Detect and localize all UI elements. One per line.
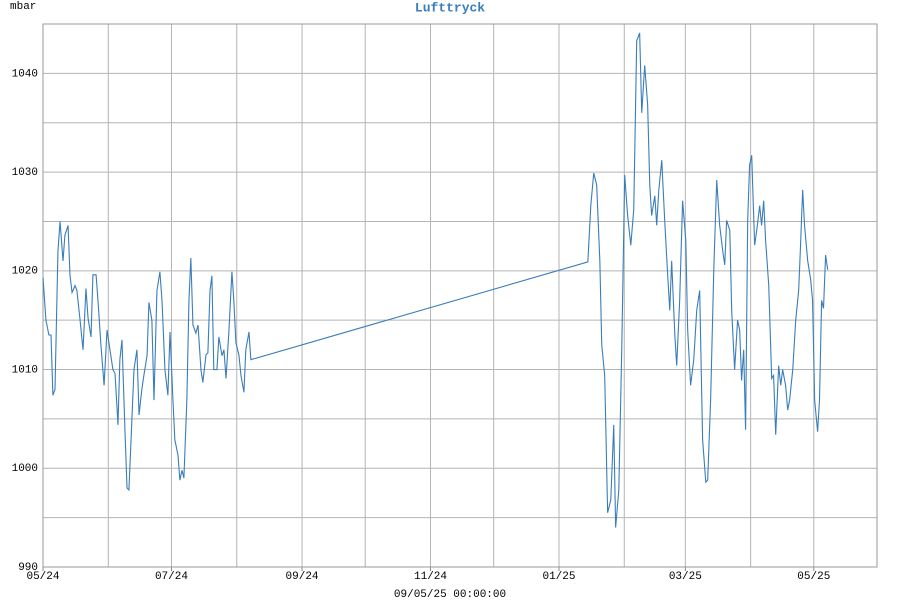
y-tick-label: 1010 [12, 364, 38, 376]
y-tick-label: 1030 [12, 167, 38, 179]
footer-timestamp: 09/05/25 00:00:00 [394, 589, 506, 600]
x-tick-label: 07/24 [155, 571, 188, 583]
x-tick-label: 05/25 [797, 571, 830, 583]
plot-border [42, 23, 878, 568]
y-tick-label: 1000 [12, 463, 38, 475]
y-tick-label: 990 [18, 562, 38, 574]
x-tick-label: 05/24 [26, 571, 59, 583]
x-tick-label: 01/25 [542, 571, 575, 583]
series-line [42, 32, 829, 528]
chart-title: Lufttryck [415, 0, 485, 15]
y-tick-label: 1040 [12, 68, 38, 80]
y-unit: mbar [10, 1, 36, 13]
x-tick-label: 11/24 [414, 571, 447, 583]
x-tick-label: 03/25 [669, 571, 702, 583]
y-tick-label: 1020 [12, 266, 38, 278]
x-tick-label: 09/24 [286, 571, 319, 583]
